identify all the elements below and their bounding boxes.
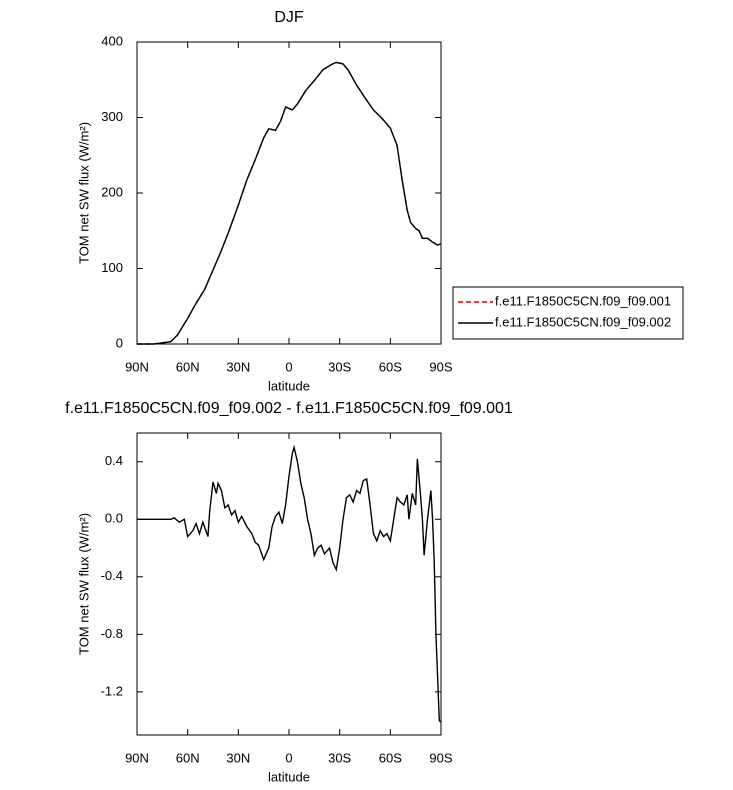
x-tick-label: 30N [226, 359, 250, 374]
y-tick-label: 0 [116, 335, 123, 350]
y-tick-label: 0.0 [105, 511, 123, 526]
x-tick-label: 90N [125, 750, 149, 765]
y-tick-label: -0.8 [101, 626, 123, 641]
data-line [137, 61, 442, 345]
legend-label: f.e11.F1850C5CN.f09_f09.002 [495, 314, 671, 329]
chart-title: f.e11.F1850C5CN.f09_f09.002 - f.e11.F185… [65, 400, 513, 417]
x-tick-label: 0 [285, 359, 292, 374]
plot-frame [136, 432, 442, 736]
x-tick-label: 60N [176, 750, 200, 765]
x-tick-label: 60N [176, 359, 200, 374]
legend-box [452, 286, 684, 340]
x-tick-label: 60S [379, 359, 402, 374]
x-axis-label: latitude [268, 769, 310, 784]
data-line [137, 444, 442, 723]
y-tick-label: 0.4 [105, 453, 123, 468]
y-tick-label: -0.4 [101, 568, 123, 583]
x-tick-label: 60S [379, 750, 402, 765]
x-tick-label: 90S [429, 750, 452, 765]
legend-label: f.e11.F1850C5CN.f09_f09.001 [495, 293, 671, 308]
x-tick-label: 30S [328, 750, 351, 765]
y-axis-label: TOM net SW flux (W/m²) [76, 513, 91, 655]
y-tick-label: -1.2 [101, 683, 123, 698]
data-line [137, 61, 442, 345]
x-tick-label: 90S [429, 359, 452, 374]
chart-title: DJF [274, 9, 304, 26]
x-axis-label: latitude [268, 378, 310, 393]
y-tick-label: 400 [101, 33, 123, 48]
y-axis-label: TOM net SW flux (W/m²) [76, 122, 91, 264]
x-tick-label: 90N [125, 359, 149, 374]
x-tick-label: 0 [285, 750, 292, 765]
x-tick-label: 30N [226, 750, 250, 765]
plot-frame [136, 41, 442, 345]
y-tick-label: 100 [101, 260, 123, 275]
x-tick-label: 30S [328, 359, 351, 374]
y-tick-label: 300 [101, 109, 123, 124]
y-tick-label: 200 [101, 184, 123, 199]
